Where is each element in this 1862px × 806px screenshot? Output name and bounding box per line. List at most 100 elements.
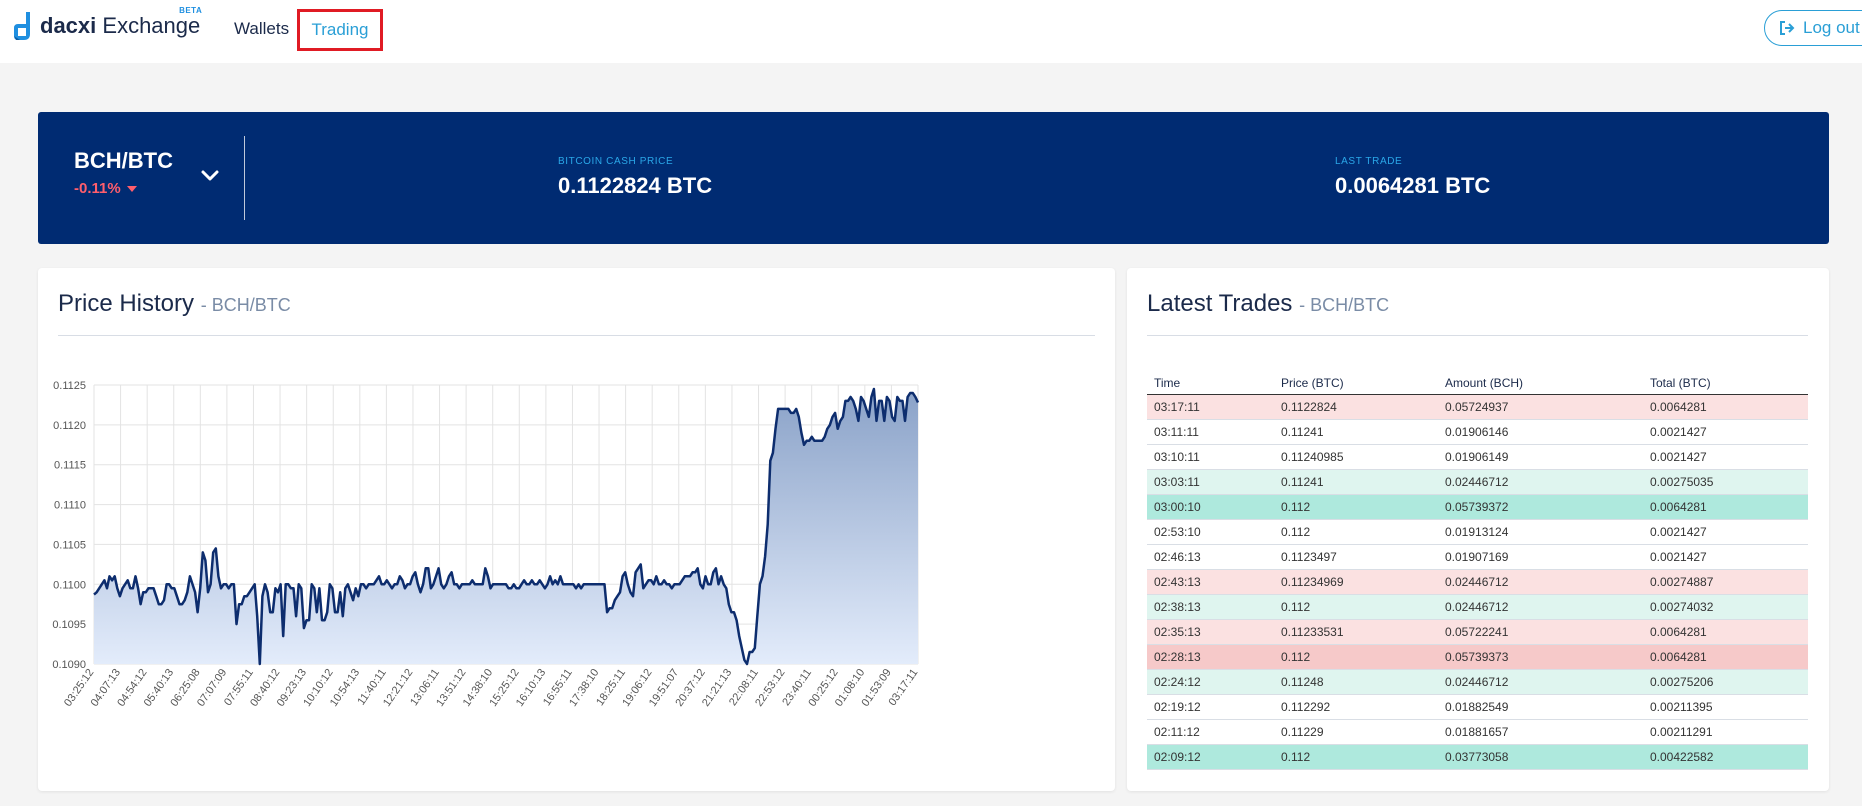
- trade-total-cell: 0.00211291: [1643, 719, 1808, 745]
- bch-price-stat: BITCOIN CASH PRICE 0.1122824 BTC: [558, 156, 712, 199]
- trade-time-cell: 02:46:13: [1147, 544, 1274, 570]
- trade-time-cell: 02:11:12: [1147, 719, 1274, 745]
- brand-name: dacxi Exchange: [40, 13, 201, 38]
- table-row: 03:17:11 0.1122824 0.05724937 0.0064281: [1147, 394, 1808, 420]
- latest-trades-divider: [1147, 335, 1808, 336]
- trade-amount-cell: 0.01907169: [1438, 544, 1643, 570]
- pair-change-value: -0.11%: [74, 180, 121, 197]
- trade-price-cell: 0.11229: [1274, 719, 1438, 745]
- price-area-fill: [94, 389, 918, 664]
- down-triangle-icon: [126, 185, 137, 192]
- trade-total-cell: 0.0064281: [1643, 394, 1808, 420]
- y-tick-label: 0.1110: [54, 500, 86, 512]
- trade-amount-cell: 0.01913124: [1438, 519, 1643, 545]
- table-row: 02:43:13 0.11234969 0.02446712 0.00274887: [1147, 569, 1808, 595]
- bch-price-label: BITCOIN CASH PRICE: [558, 156, 674, 167]
- trade-price-cell: 0.11240985: [1274, 444, 1438, 470]
- y-tick-label: 0.1090: [52, 659, 86, 671]
- last-trade-label: LAST TRADE: [1335, 156, 1403, 167]
- latest-trades-table: Time Price (BTC) Amount (BCH) Total (BTC…: [1147, 372, 1808, 770]
- trade-total-cell: 0.0064281: [1643, 494, 1808, 520]
- trade-time-cell: 02:53:10: [1147, 519, 1274, 545]
- trade-total-cell: 0.00275206: [1643, 669, 1808, 695]
- trade-time-cell: 02:24:12: [1147, 669, 1274, 695]
- trade-amount-cell: 0.01882549: [1438, 694, 1643, 720]
- trade-amount-cell: 0.01906146: [1438, 419, 1643, 445]
- trade-amount-cell: 0.02446712: [1438, 669, 1643, 695]
- trade-total-cell: 0.0021427: [1643, 544, 1808, 570]
- col-header-time: Time: [1147, 372, 1274, 395]
- bch-price-value: 0.1122824 BTC: [558, 173, 713, 198]
- table-row: 03:11:11 0.11241 0.01906146 0.0021427: [1147, 419, 1808, 445]
- table-row: 02:19:12 0.112292 0.01882549 0.00211395: [1147, 694, 1808, 720]
- col-header-total: Total (BTC): [1643, 372, 1808, 395]
- table-row: 02:46:13 0.1123497 0.01907169 0.0021427: [1147, 544, 1808, 570]
- trades-header-row: Time Price (BTC) Amount (BCH) Total (BTC…: [1147, 372, 1808, 395]
- trade-amount-cell: 0.02446712: [1438, 569, 1643, 595]
- trade-time-cell: 03:11:11: [1147, 419, 1274, 445]
- last-trade-value: 0.0064281 BTC: [1335, 173, 1491, 198]
- trade-price-cell: 0.11248: [1274, 669, 1438, 695]
- trade-time-cell: 02:43:13: [1147, 569, 1274, 595]
- nav-wallets-link[interactable]: Wallets: [234, 19, 290, 38]
- trade-amount-cell: 0.05724937: [1438, 394, 1643, 420]
- trade-total-cell: 0.0021427: [1643, 444, 1808, 470]
- nav-trading-link[interactable]: Trading: [297, 9, 383, 51]
- price-history-divider: [58, 335, 1095, 336]
- trade-time-cell: 03:00:10: [1147, 494, 1274, 520]
- trade-total-cell: 0.0064281: [1643, 619, 1808, 645]
- last-trade-stat: LAST TRADE 0.0064281 BTC: [1335, 156, 1490, 199]
- trade-time-cell: 03:17:11: [1147, 394, 1274, 420]
- trade-price-cell: 0.112: [1274, 494, 1438, 520]
- trade-time-cell: 02:19:12: [1147, 694, 1274, 720]
- trade-price-cell: 0.11241: [1274, 469, 1438, 495]
- trade-time-cell: 02:09:12: [1147, 744, 1274, 770]
- trade-amount-cell: 0.05722241: [1438, 619, 1643, 645]
- latest-trades-card: Latest Trades - BCH/BTC Time Price (BTC)…: [1127, 268, 1829, 791]
- price-history-chart[interactable]: 0.1125 0.1120 0.1115 0.1110 0.1105 0.1100 0.10…: [38, 358, 1115, 788]
- col-header-price: Price (BTC): [1274, 372, 1438, 395]
- trade-price-cell: 0.112: [1274, 644, 1438, 670]
- trade-time-cell: 03:10:11: [1147, 444, 1274, 470]
- trade-total-cell: 0.00274032: [1643, 594, 1808, 620]
- latest-trades-subtitle: - BCH/BTC: [1299, 295, 1390, 315]
- chevron-down-icon[interactable]: [198, 164, 222, 188]
- pair-selector[interactable]: BCH/BTC -0.11%: [74, 148, 173, 197]
- trade-amount-cell: 0.05739373: [1438, 644, 1643, 670]
- trade-price-cell: 0.11241: [1274, 419, 1438, 445]
- price-history-title: Price History - BCH/BTC: [58, 290, 291, 317]
- trade-amount-cell: 0.01906149: [1438, 444, 1643, 470]
- table-row: 02:35:13 0.11233531 0.05722241 0.0064281: [1147, 619, 1808, 645]
- latest-trades-title: Latest Trades - BCH/BTC: [1147, 290, 1390, 317]
- trade-amount-cell: 0.02446712: [1438, 469, 1643, 495]
- pair-change: -0.11%: [74, 180, 173, 197]
- trade-total-cell: 0.0021427: [1643, 419, 1808, 445]
- pair-name: BCH/BTC: [74, 148, 173, 173]
- trade-amount-cell: 0.02446712: [1438, 594, 1643, 620]
- table-row: 02:09:12 0.112 0.03773058 0.00422582: [1147, 744, 1808, 770]
- trade-total-cell: 0.00211395: [1643, 694, 1808, 720]
- y-tick-label: 0.1095: [52, 619, 86, 631]
- beta-badge: BETA: [179, 6, 203, 15]
- trade-price-cell: 0.112: [1274, 594, 1438, 620]
- logout-icon: [1780, 21, 1795, 35]
- price-history-subtitle: - BCH/BTC: [200, 295, 291, 315]
- top-navbar: dacxi Exchange BETA Wallets Trading Log …: [0, 0, 1862, 63]
- price-line: [93, 387, 920, 666]
- trade-price-cell: 0.11234969: [1274, 569, 1438, 595]
- logout-label: Log out: [1803, 18, 1860, 37]
- trade-total-cell: 0.00422582: [1643, 744, 1808, 770]
- trade-total-cell: 0.00274887: [1643, 569, 1808, 595]
- table-row: 02:28:13 0.112 0.05739373 0.0064281: [1147, 644, 1808, 670]
- brand-logo[interactable]: dacxi Exchange BETA: [14, 6, 202, 42]
- logout-button[interactable]: Log out: [1764, 10, 1862, 46]
- trade-time-cell: 03:03:11: [1147, 469, 1274, 495]
- market-ticker-banner: BCH/BTC -0.11% BITCOIN CASH PRICE 0.1122…: [38, 112, 1829, 244]
- price-history-card: Price History - BCH/BTC 0.1125 0.1120 0.11…: [38, 268, 1115, 791]
- trade-amount-cell: 0.05739372: [1438, 494, 1643, 520]
- trade-time-cell: 02:38:13: [1147, 594, 1274, 620]
- trade-price-cell: 0.1122824: [1274, 394, 1438, 420]
- y-tick-label: 0.1100: [53, 579, 86, 591]
- trade-total-cell: 0.0021427: [1643, 519, 1808, 545]
- trade-time-cell: 02:35:13: [1147, 619, 1274, 645]
